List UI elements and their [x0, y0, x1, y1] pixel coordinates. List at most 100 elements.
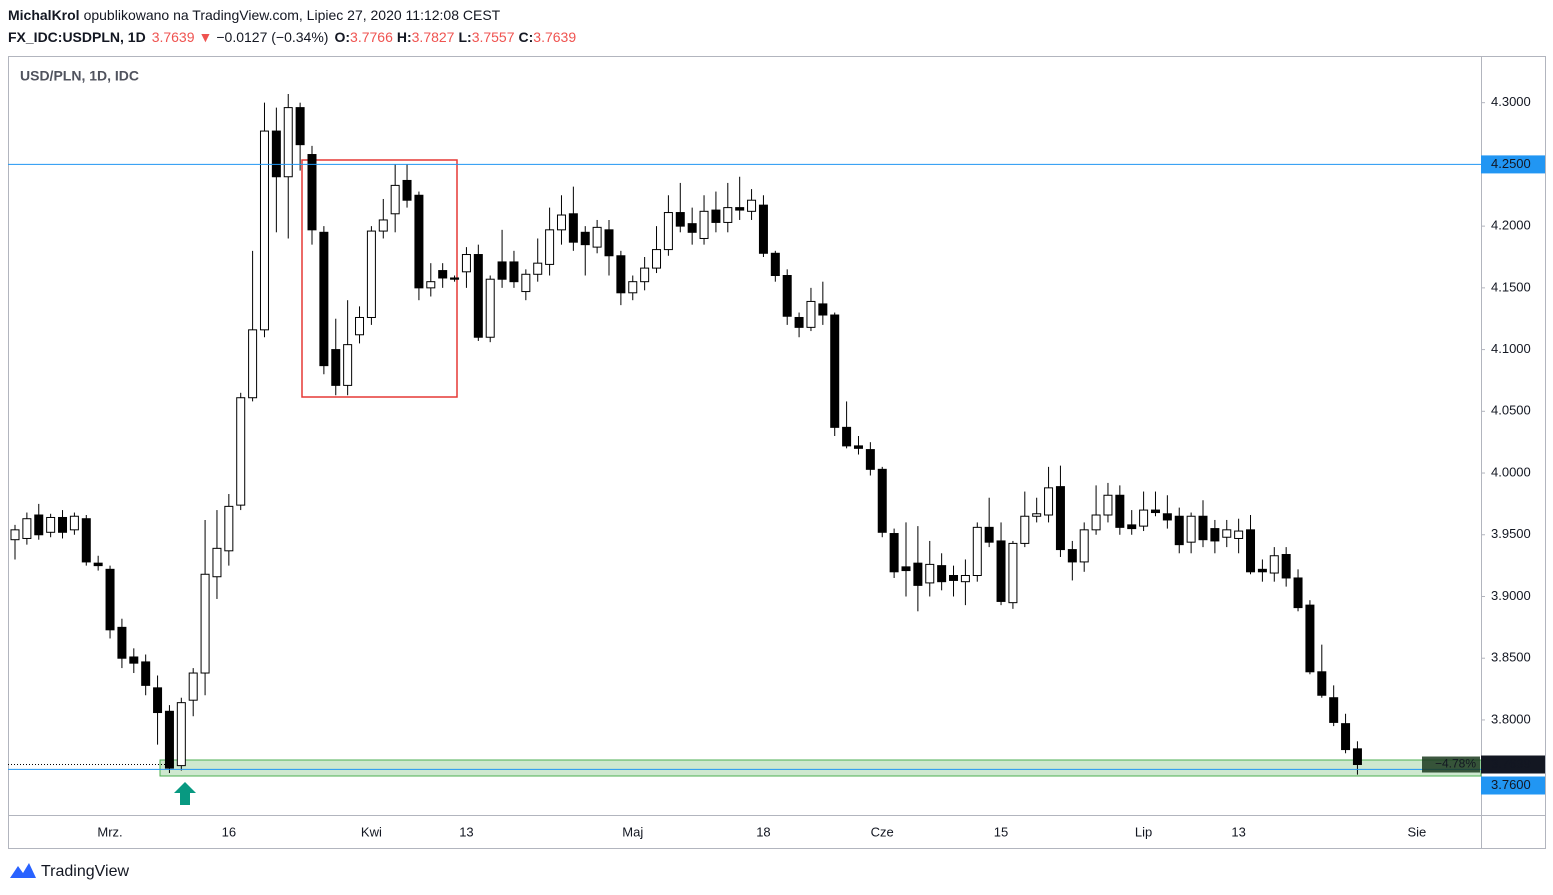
candle-body [378, 219, 388, 232]
candle-body [652, 249, 662, 269]
candle-body [141, 661, 151, 686]
candle-body [10, 529, 20, 541]
down-arrow: ▼ [199, 29, 213, 45]
candle-body [188, 672, 198, 701]
candle-body [663, 212, 673, 251]
candle-body [283, 107, 293, 178]
candle-body [1281, 554, 1291, 579]
c-value: 3.7639 [533, 29, 576, 45]
candle-body [604, 229, 614, 257]
up-arrow [174, 782, 196, 805]
candle-body [913, 562, 923, 586]
candle-body [806, 300, 816, 328]
candle-body [747, 199, 757, 212]
candle-body [1222, 529, 1232, 538]
candle-body [461, 254, 471, 273]
candle-body [996, 540, 1006, 602]
candle-body [984, 526, 994, 543]
candle-body [1329, 697, 1339, 723]
candle-body [497, 261, 507, 280]
logo [10, 863, 36, 878]
candles [10, 94, 1362, 775]
y-tick-label: 3.8500 [1491, 650, 1531, 665]
candle-body [1127, 524, 1137, 530]
candle-body [901, 566, 911, 572]
y-tick-label: 4.0500 [1491, 403, 1531, 418]
candle-body [105, 568, 115, 631]
candle-body [426, 281, 436, 289]
y-tick-label: 3.9500 [1491, 526, 1531, 541]
x-tick-label: 13 [459, 824, 473, 839]
candle-body [628, 281, 638, 294]
candle-body [473, 254, 483, 338]
candle-body [1257, 568, 1267, 573]
x-tick-label: Mrz. [97, 824, 122, 839]
change-bg [1422, 756, 1480, 773]
last-price-bg [1481, 755, 1545, 774]
y-tick-label: 3.9000 [1491, 588, 1531, 603]
candle-body [307, 154, 317, 231]
candle-body [438, 270, 448, 279]
candle-body [295, 107, 305, 146]
x-tick-label: 15 [994, 824, 1008, 839]
candle-body [69, 515, 79, 531]
candle-body [319, 231, 329, 367]
candle-body [1162, 513, 1172, 521]
change-label: −4.78% [1435, 757, 1476, 771]
candle-body [1174, 515, 1184, 546]
candle-body [1032, 513, 1042, 517]
candle-body [699, 210, 709, 239]
candle-body [568, 213, 578, 243]
header-line-2: FX_IDC:USDPLN, 1D 3.7639 ▼ −0.0127 (−0.34%)… [8, 29, 576, 45]
candle-body [212, 547, 222, 578]
candle-body [1150, 509, 1160, 514]
candle-body [1020, 515, 1030, 544]
support-zone [159, 759, 1482, 777]
candle-body [735, 207, 745, 211]
candle-body [533, 262, 543, 275]
candle-body [1008, 542, 1018, 604]
l-value: 3.7557 [472, 29, 515, 45]
candle-body [1079, 529, 1089, 563]
candle-body [889, 533, 899, 573]
candle-body [1341, 723, 1351, 751]
candle-body [640, 267, 650, 283]
price-line-label: 3.7600 [1491, 777, 1531, 792]
y-tick-label: 4.2000 [1491, 218, 1531, 233]
candle-body [485, 278, 495, 338]
y-tick-label: 4.1000 [1491, 341, 1531, 356]
candle-body [1198, 515, 1208, 541]
candle-body [153, 687, 163, 714]
candle-body [1305, 604, 1315, 673]
candle-body [271, 130, 281, 178]
candle-body [81, 518, 91, 563]
c-key: C: [519, 29, 534, 45]
x-tick-label: 18 [756, 824, 770, 839]
chart-frame [8, 56, 1546, 849]
o-key: O: [334, 29, 350, 45]
candle-body [164, 710, 174, 769]
candle-body [1055, 486, 1065, 551]
change: −0.0127 (−0.34%) [216, 29, 328, 45]
x-tick-label: Cze [871, 824, 894, 839]
candle-body [937, 565, 947, 583]
candle-body [949, 575, 959, 581]
candle-body [556, 214, 566, 231]
y-tick-label: 3.8000 [1491, 711, 1531, 726]
candle-body [1044, 487, 1054, 516]
candle-body [865, 449, 875, 470]
candle-body [960, 575, 970, 583]
candle-body [830, 314, 840, 428]
candle-body [1103, 494, 1113, 516]
candle-body [842, 426, 852, 447]
candle-body [259, 130, 269, 331]
candle-body [355, 316, 365, 336]
candle-body [1067, 549, 1077, 563]
candle-body [616, 255, 626, 294]
l-key: L: [458, 29, 471, 45]
candle-body [176, 702, 186, 767]
candle-body [758, 204, 768, 254]
candle-body [236, 397, 246, 506]
candle-body [93, 562, 103, 567]
